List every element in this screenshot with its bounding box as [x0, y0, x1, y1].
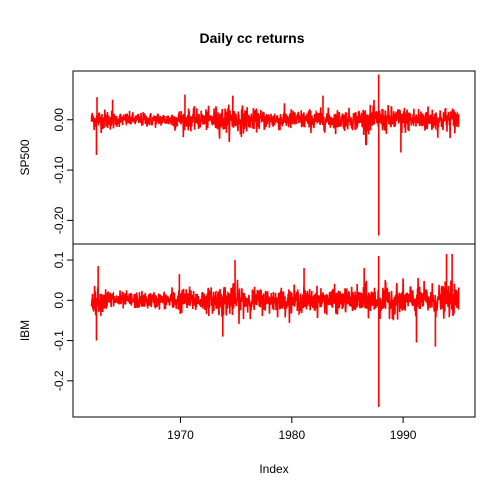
- series-line-ibm: [90, 277, 460, 324]
- x-axis-title: Index: [259, 462, 288, 476]
- panel-ibm-frame: [72, 243, 476, 418]
- series-ibm: [90, 254, 460, 407]
- y-axis-sp500: 0.00 -0.10 -0.20: [52, 108, 74, 234]
- y-tick-label-sp500: -0.20: [52, 206, 66, 234]
- panel-ibm: 0.1 0.0 -0.1 -0.2 IBM: [18, 243, 476, 418]
- y-tick-label-sp500: -0.10: [52, 156, 66, 184]
- y-tick-label-ibm: -0.2: [52, 370, 66, 391]
- series-line-sp500: [90, 99, 460, 146]
- y-tick-label-ibm: 0.0: [52, 292, 66, 309]
- y-axis-ibm: 0.1 0.0 -0.1 -0.2: [52, 251, 74, 391]
- panel-sp500-frame: [72, 70, 476, 245]
- y-tick-label-ibm: 0.1: [52, 251, 66, 268]
- y-axis-title-sp500: SP500: [18, 139, 32, 175]
- y-tick-label-ibm: -0.1: [52, 330, 66, 351]
- x-tick-label: 1990: [390, 428, 417, 442]
- x-tick-label: 1980: [278, 428, 305, 442]
- y-axis-title-ibm: IBM: [18, 320, 32, 341]
- chart-title: Daily cc returns: [199, 30, 304, 46]
- panel-sp500: 0.00 -0.10 -0.20 SP500: [18, 70, 476, 245]
- x-tick-label: 1970: [167, 428, 194, 442]
- series-sp500: [90, 74, 460, 236]
- x-axis: 1970 1980 1990: [167, 416, 417, 442]
- y-tick-label-sp500: 0.00: [52, 108, 66, 132]
